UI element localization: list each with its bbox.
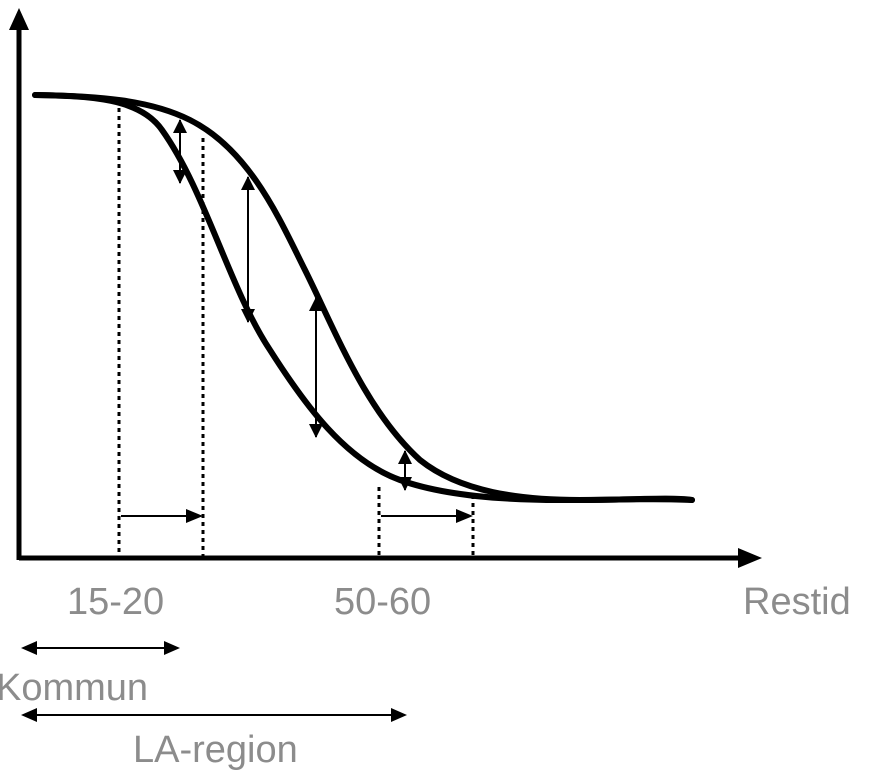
axes — [9, 8, 762, 568]
shift-arrow-right-head — [456, 509, 473, 523]
x-axis-arrowhead — [738, 548, 762, 568]
range-arrow-short-left-head — [21, 641, 37, 655]
tick-label-15-20: 15-20 — [67, 581, 164, 623]
y-axis-arrowhead — [9, 8, 29, 30]
gap-arrows — [173, 119, 412, 491]
shift-arrow-left-head — [186, 509, 203, 523]
range-arrows — [21, 641, 407, 722]
x-axis-label: Restid — [743, 581, 851, 623]
range-arrow-long-left-head — [21, 708, 37, 722]
shift-arrows — [121, 509, 473, 523]
guide-lines — [117, 108, 475, 556]
range-arrow-short-right-head — [164, 641, 180, 655]
range-arrow-long-right-head — [391, 708, 407, 722]
outer-decay-curve — [32, 92, 695, 504]
inner-decay-curve — [32, 92, 695, 504]
range-label-kommun: Kommun — [0, 667, 148, 709]
tick-label-50-60: 50-60 — [334, 581, 431, 623]
labels: 15-20 50-60 Restid Kommun LA-region — [0, 581, 851, 771]
curves — [32, 92, 695, 504]
range-label-la-region: LA-region — [133, 729, 298, 771]
